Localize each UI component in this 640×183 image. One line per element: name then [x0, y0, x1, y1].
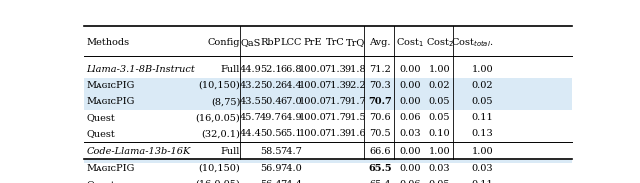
Text: 92.2: 92.2: [344, 81, 366, 90]
Text: 50.2: 50.2: [260, 81, 282, 90]
Text: RbP: RbP: [261, 38, 281, 47]
Text: 70.3: 70.3: [369, 81, 391, 90]
Text: 100.0: 100.0: [300, 65, 327, 74]
Text: (32,0.1): (32,0.1): [202, 130, 240, 139]
Text: 65.4: 65.4: [369, 180, 391, 183]
Text: 45.7: 45.7: [240, 113, 262, 122]
Text: 71.3: 71.3: [324, 65, 346, 74]
Text: 0.02: 0.02: [472, 81, 493, 90]
Text: 0.10: 0.10: [429, 130, 451, 139]
Text: 0.02: 0.02: [429, 81, 451, 90]
Text: 70.7: 70.7: [368, 97, 392, 106]
Text: 0.06: 0.06: [399, 180, 420, 183]
Text: MᴀɢɪᴄPIG: MᴀɢɪᴄPIG: [86, 81, 135, 90]
Text: 44.9: 44.9: [240, 65, 262, 74]
Text: Config: Config: [208, 38, 240, 47]
Text: 0.00: 0.00: [399, 97, 420, 106]
Text: (16,0.05): (16,0.05): [195, 180, 240, 183]
Text: 0.03: 0.03: [399, 130, 420, 139]
Text: 52.1: 52.1: [260, 65, 282, 74]
Text: 1.00: 1.00: [472, 65, 493, 74]
Text: 91.6: 91.6: [344, 130, 366, 139]
Text: 0.11: 0.11: [472, 180, 493, 183]
Text: 66.6: 66.6: [369, 147, 391, 156]
Text: 49.7: 49.7: [260, 113, 282, 122]
Text: PrE: PrE: [304, 38, 323, 47]
Text: Avg.: Avg.: [369, 38, 391, 47]
Text: 43.5: 43.5: [240, 97, 262, 106]
Text: 50.5: 50.5: [260, 130, 282, 139]
Text: Full: Full: [221, 147, 240, 156]
Text: 71.7: 71.7: [324, 113, 346, 122]
Text: 0.03: 0.03: [472, 164, 493, 173]
Text: 0.00: 0.00: [399, 81, 420, 90]
Text: 67.0: 67.0: [280, 97, 301, 106]
Text: 0.13: 0.13: [472, 130, 493, 139]
Text: Cost$_1$: Cost$_1$: [396, 36, 424, 49]
Text: 91.7: 91.7: [344, 97, 366, 106]
Text: 66.8: 66.8: [280, 65, 301, 74]
Text: (8,75): (8,75): [211, 97, 240, 106]
Text: TrQ: TrQ: [346, 38, 365, 47]
Text: 100.0: 100.0: [300, 130, 327, 139]
Text: Methods: Methods: [86, 38, 129, 47]
Text: 70.6: 70.6: [369, 113, 391, 122]
Text: 71.3: 71.3: [324, 81, 346, 90]
Text: (10,150): (10,150): [198, 164, 240, 173]
Text: 74.4: 74.4: [280, 180, 301, 183]
Text: 71.2: 71.2: [369, 65, 391, 74]
Text: 0.05: 0.05: [429, 113, 451, 122]
Text: Quest: Quest: [86, 130, 115, 139]
Text: Cost$_{total}$.: Cost$_{total}$.: [451, 36, 493, 49]
Text: 65.5: 65.5: [368, 164, 392, 173]
Text: 0.05: 0.05: [429, 97, 451, 106]
Text: 70.5: 70.5: [369, 130, 391, 139]
Text: Quest: Quest: [86, 113, 115, 122]
Text: 91.5: 91.5: [344, 113, 366, 122]
Text: 0.05: 0.05: [429, 180, 451, 183]
FancyBboxPatch shape: [84, 160, 572, 176]
Text: 100.0: 100.0: [300, 113, 327, 122]
Text: 0.11: 0.11: [472, 113, 493, 122]
FancyBboxPatch shape: [84, 94, 572, 110]
Text: MᴀɢɪᴄPIG: MᴀɢɪᴄPIG: [86, 97, 135, 106]
Text: Code-Llama-13b-16K: Code-Llama-13b-16K: [86, 147, 191, 156]
Text: 44.4: 44.4: [240, 130, 262, 139]
Text: 56.9: 56.9: [260, 164, 282, 173]
Text: 0.06: 0.06: [399, 113, 420, 122]
Text: LCC: LCC: [280, 38, 301, 47]
Text: QaS: QaS: [241, 38, 261, 47]
Text: TrC: TrC: [326, 38, 345, 47]
Text: 56.4: 56.4: [260, 180, 282, 183]
Text: (10,150): (10,150): [198, 81, 240, 90]
Text: 71.7: 71.7: [324, 97, 346, 106]
Text: 64.4: 64.4: [280, 81, 301, 90]
Text: Llama-3.1-8B-Instruct: Llama-3.1-8B-Instruct: [86, 65, 195, 74]
Text: 0.03: 0.03: [429, 164, 451, 173]
Text: 58.5: 58.5: [260, 147, 282, 156]
Text: 0.00: 0.00: [399, 147, 420, 156]
Text: 1.00: 1.00: [429, 65, 451, 74]
Text: 0.05: 0.05: [472, 97, 493, 106]
Text: Quest: Quest: [86, 180, 115, 183]
Text: Cost$_2$: Cost$_2$: [426, 36, 454, 49]
Text: (16,0.05): (16,0.05): [195, 113, 240, 122]
Text: 64.9: 64.9: [280, 113, 301, 122]
Text: 0.00: 0.00: [399, 65, 420, 74]
Text: 91.8: 91.8: [344, 65, 366, 74]
Text: 100.0: 100.0: [300, 81, 327, 90]
Text: 100.0: 100.0: [300, 97, 327, 106]
Text: MᴀɢɪᴄPIG: MᴀɢɪᴄPIG: [86, 164, 135, 173]
FancyBboxPatch shape: [84, 78, 572, 94]
Text: 71.3: 71.3: [324, 130, 346, 139]
Text: 0.00: 0.00: [399, 164, 420, 173]
Text: 50.4: 50.4: [260, 97, 282, 106]
Text: 43.2: 43.2: [240, 81, 262, 90]
Text: Full: Full: [221, 65, 240, 74]
Text: 74.7: 74.7: [280, 147, 301, 156]
Text: 1.00: 1.00: [429, 147, 451, 156]
Text: 74.0: 74.0: [280, 164, 301, 173]
Text: 65.1: 65.1: [280, 130, 301, 139]
Text: 1.00: 1.00: [472, 147, 493, 156]
